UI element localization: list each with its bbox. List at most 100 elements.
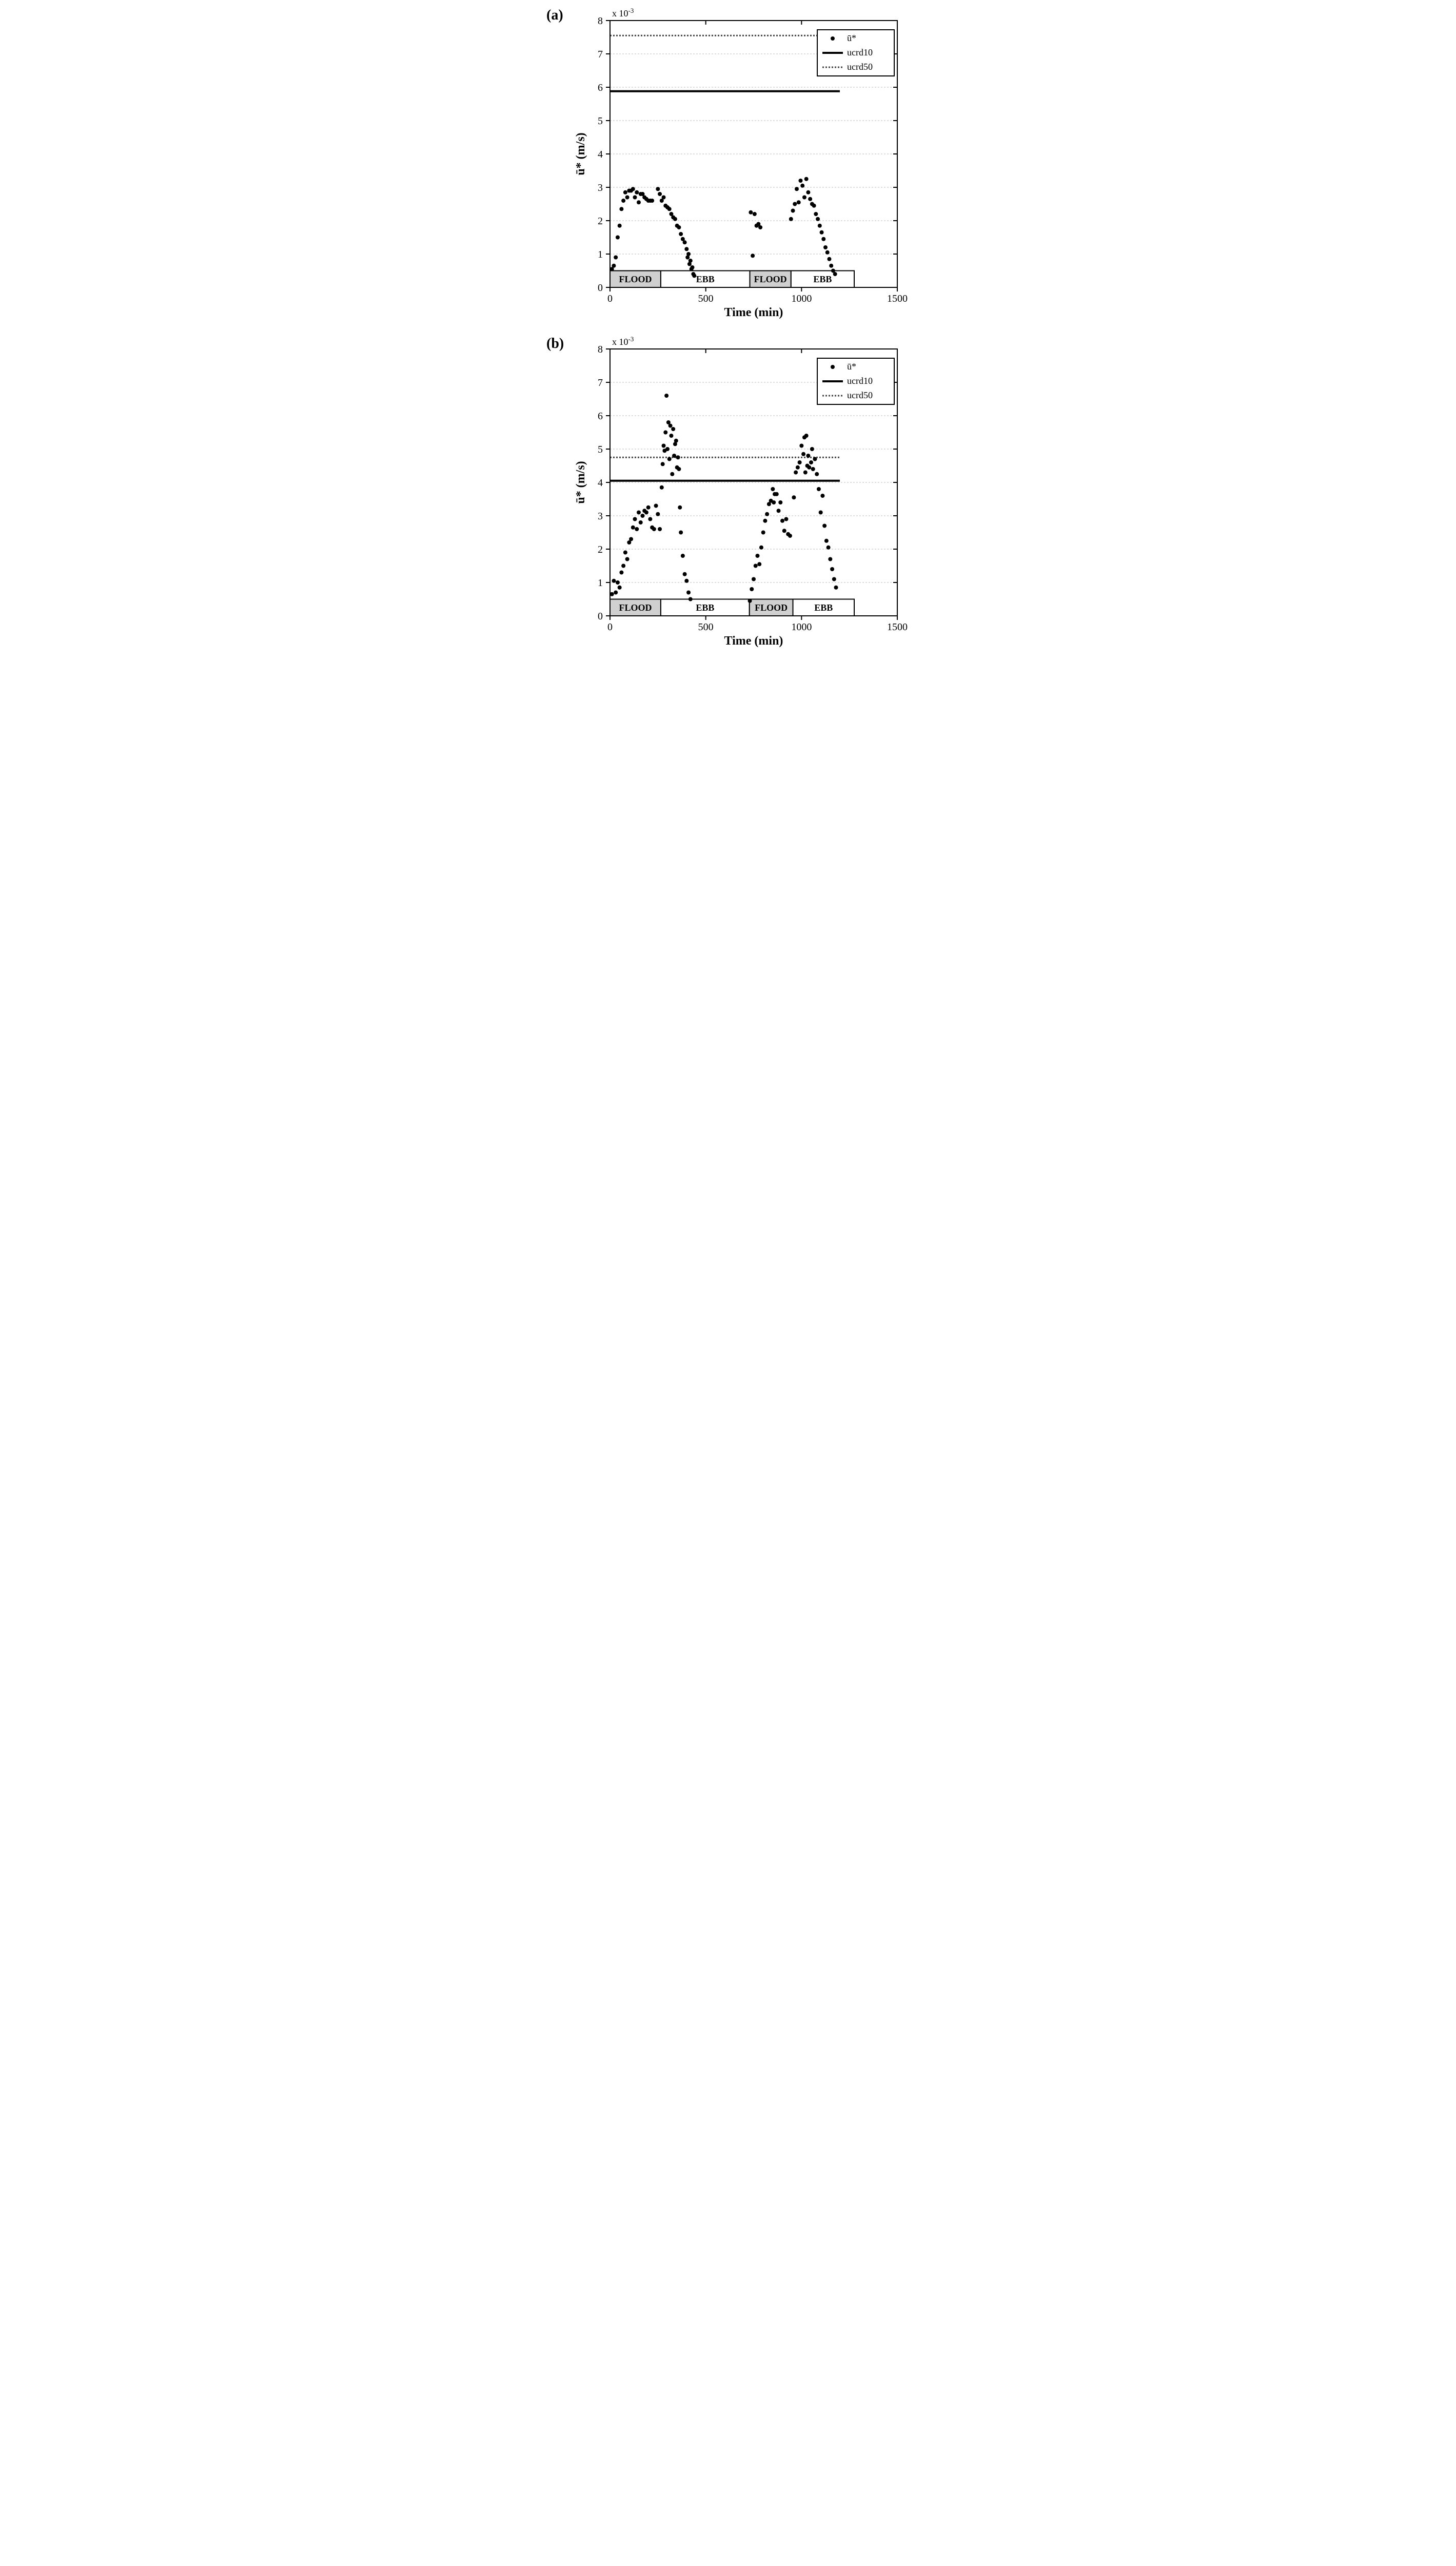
- data-point: [759, 546, 763, 550]
- data-point: [807, 465, 811, 470]
- data-point: [686, 252, 691, 256]
- data-point: [667, 457, 672, 461]
- data-point: [637, 511, 641, 515]
- panel-b-label: (b): [546, 336, 564, 352]
- data-point: [662, 444, 666, 448]
- y-axis-label: ū* (m/s): [574, 132, 587, 175]
- phase-ebb-label: EBB: [696, 274, 715, 284]
- data-point: [665, 447, 670, 451]
- x-tick-label: 500: [698, 293, 714, 304]
- data-point: [813, 457, 817, 461]
- data-point: [650, 199, 654, 203]
- data-point: [751, 254, 755, 258]
- data-point: [660, 485, 664, 490]
- data-point: [618, 586, 622, 590]
- y-tick-label: 8: [598, 15, 603, 27]
- data-point: [825, 250, 830, 255]
- data-point: [811, 467, 815, 471]
- data-point: [782, 529, 786, 533]
- data-point: [761, 531, 765, 535]
- data-point: [799, 444, 803, 448]
- data-point: [752, 577, 756, 581]
- data-point: [625, 196, 629, 200]
- data-point: [812, 204, 816, 208]
- data-point: [788, 534, 792, 538]
- data-point: [633, 517, 637, 521]
- data-point: [794, 471, 798, 475]
- data-point: [796, 465, 800, 470]
- data-point: [780, 519, 784, 523]
- y-exponent: x 10-3: [612, 7, 634, 19]
- data-point: [658, 192, 662, 196]
- data-point: [672, 454, 676, 458]
- y-axis-label: ū* (m/s): [574, 461, 587, 503]
- data-point: [629, 537, 633, 541]
- data-point: [646, 506, 651, 510]
- x-tick-label: 1500: [887, 293, 908, 304]
- data-point: [792, 495, 796, 499]
- data-point: [817, 487, 821, 491]
- data-point: [664, 394, 668, 398]
- data-point: [821, 237, 825, 241]
- phase-flood-label: FLOOD: [755, 602, 788, 613]
- data-point: [804, 434, 809, 438]
- data-point: [827, 546, 831, 550]
- data-point: [798, 460, 802, 464]
- data-point: [677, 225, 681, 229]
- data-point: [623, 190, 627, 195]
- data-point: [683, 572, 687, 576]
- y-tick-label: 0: [598, 611, 603, 622]
- data-point: [679, 232, 683, 236]
- data-point: [618, 224, 622, 228]
- data-point: [621, 199, 625, 203]
- legend-marker-dot: [831, 36, 835, 41]
- y-tick-label: 4: [598, 149, 603, 160]
- data-point: [771, 487, 775, 491]
- x-tick-label: 1000: [791, 293, 812, 304]
- data-point: [793, 202, 797, 206]
- data-point: [816, 217, 820, 221]
- data-point: [644, 511, 648, 515]
- data-point: [635, 527, 639, 531]
- data-point: [625, 557, 629, 561]
- phase-ebb-label: EBB: [814, 602, 833, 613]
- data-point: [679, 531, 683, 535]
- phase-ebb-label: EBB: [696, 602, 714, 613]
- data-point: [616, 236, 620, 240]
- data-point: [801, 452, 805, 456]
- legend-label: ucrd50: [847, 62, 873, 72]
- data-point: [683, 240, 687, 244]
- data-point: [748, 599, 752, 603]
- data-point: [631, 526, 635, 530]
- legend-label: ucrd50: [847, 390, 873, 400]
- data-point: [830, 567, 834, 571]
- data-point: [678, 506, 682, 510]
- data-point: [775, 492, 779, 496]
- data-point: [688, 597, 693, 601]
- data-point: [808, 197, 812, 201]
- data-point: [814, 212, 818, 216]
- data-point: [818, 224, 822, 228]
- y-tick-label: 2: [598, 544, 603, 555]
- data-point: [612, 579, 616, 583]
- phase-ebb-label: EBB: [813, 274, 832, 284]
- data-point: [758, 225, 762, 229]
- chart-b: FLOODEBBFLOODEBB050010001500012345678x 1…: [569, 334, 908, 652]
- data-point: [619, 571, 623, 575]
- data-point: [635, 190, 639, 195]
- data-point: [656, 512, 660, 516]
- data-point: [763, 519, 767, 523]
- data-point: [688, 259, 693, 263]
- legend-label: ū*: [847, 361, 856, 372]
- panel-a-label: (a): [546, 7, 563, 24]
- x-tick-label: 500: [698, 621, 714, 633]
- y-tick-label: 6: [598, 411, 603, 422]
- phase-flood-label: FLOOD: [619, 602, 652, 613]
- legend-marker-dot: [831, 365, 835, 369]
- x-tick-label: 1000: [791, 621, 812, 633]
- data-point: [691, 265, 695, 269]
- data-point: [765, 512, 769, 516]
- data-point: [621, 564, 625, 568]
- x-tick-label: 0: [607, 293, 613, 304]
- data-point: [673, 217, 677, 221]
